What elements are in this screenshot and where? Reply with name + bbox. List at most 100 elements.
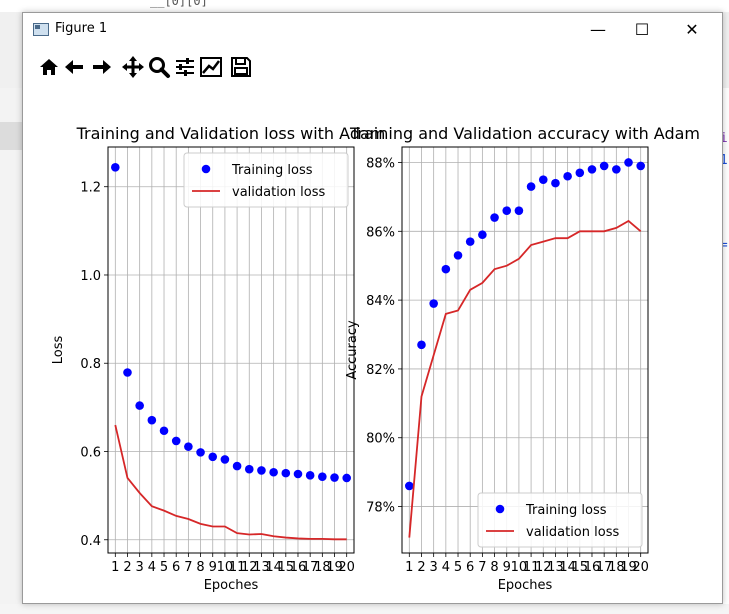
x-tick-label: 17 <box>596 560 613 575</box>
window-title: Figure 1 <box>55 21 108 36</box>
x-tick-label: 16 <box>584 560 601 575</box>
x-tick-label: 11 <box>523 560 540 575</box>
edit-axis-icon <box>200 57 222 77</box>
x-axis-label: Epoches <box>498 578 553 593</box>
training-loss-point <box>171 436 181 446</box>
training-loss-point <box>575 168 585 178</box>
training-loss-point <box>159 426 169 436</box>
training-loss-point <box>405 481 414 491</box>
legend-box <box>477 492 643 548</box>
y-tick-label: 0.4 <box>80 534 101 549</box>
training-loss-point <box>111 163 120 172</box>
x-tick-label: 13 <box>547 560 564 575</box>
y-tick-label: 84% <box>366 294 395 309</box>
legend-label-validation: validation loss <box>526 525 619 540</box>
training-loss-point <box>587 165 597 174</box>
training-loss-point <box>293 469 303 479</box>
x-tick-label: 14 <box>559 560 576 575</box>
training-loss-point <box>563 171 572 181</box>
title-bar[interactable]: Figure 1 — ☐ ✕ <box>23 13 722 47</box>
x-tick-label: 3 <box>430 560 438 575</box>
y-tick-label: 1.0 <box>80 269 101 284</box>
training-loss-point <box>551 178 560 188</box>
x-tick-label: 15 <box>278 560 295 575</box>
x-tick-label: 20 <box>338 560 355 575</box>
x-tick-label: 9 <box>209 560 217 575</box>
training-loss-point <box>184 442 193 451</box>
training-loss-point <box>305 471 315 480</box>
back-button[interactable] <box>63 55 87 79</box>
forward-button[interactable] <box>89 55 113 79</box>
legend-label-training: Training loss <box>525 503 607 518</box>
x-tick-label: 18 <box>608 560 625 575</box>
editor-background-bottom <box>0 604 729 614</box>
figure-svg: 1 2 3 4 5 6 7 8 9 10111213141516171819200.40.60.8… <box>51 124 700 593</box>
save-button[interactable] <box>229 55 253 79</box>
x-tick-label: 9 <box>503 560 511 575</box>
training-loss-point <box>123 368 132 377</box>
chart-title: Training and Validation accuracy with Ad… <box>349 124 700 143</box>
navigation-toolbar <box>23 49 722 83</box>
y-tick-label: 78% <box>366 501 395 516</box>
chart-title: Training and Validation loss with Adam <box>76 124 386 143</box>
axes-frame <box>107 146 355 554</box>
x-tick-label: 19 <box>620 560 637 575</box>
training-loss-point <box>318 472 327 481</box>
configure-subplots-button[interactable] <box>173 55 197 79</box>
maximize-button[interactable]: ☐ <box>634 20 650 39</box>
x-tick-label: 5 <box>454 560 462 575</box>
training-loss-point <box>478 230 487 240</box>
home-button[interactable] <box>37 55 61 79</box>
x-axis-label: Epoches <box>204 578 259 593</box>
pan-icon <box>122 56 144 78</box>
y-axis-label: Loss <box>51 336 66 365</box>
x-tick-label: 1 <box>111 560 119 575</box>
figure-canvas[interactable]: 1 2 3 4 5 6 7 8 9 10 11 12 13 14 15 16 17 18 19 20 0.4 0.6 0.8… <box>23 85 722 603</box>
x-tick-label: 12 <box>535 560 552 575</box>
edit-axis-button[interactable] <box>199 55 223 79</box>
x-tick-label: 6 <box>172 560 180 575</box>
x-tick-label: 13 <box>253 560 270 575</box>
x-tick-label: 3 <box>136 560 144 575</box>
training-loss-point <box>257 466 266 475</box>
configure-subplots-icon <box>176 58 194 76</box>
training-loss-point <box>208 452 218 462</box>
x-tick-label: 19 <box>326 560 343 575</box>
app-icon <box>33 23 49 36</box>
editor-background-right <box>718 88 729 614</box>
training-loss-point <box>624 158 633 167</box>
x-tick-label: 14 <box>265 560 282 575</box>
x-tick-label: 10 <box>217 560 234 575</box>
x-tick-label: 10 <box>511 560 528 575</box>
training-loss-point <box>514 206 524 215</box>
editor-code-fragment: __[0][0] <box>150 0 208 8</box>
x-tick-label: 16 <box>290 560 307 575</box>
training-loss-point <box>538 175 548 184</box>
save-icon <box>231 57 251 77</box>
x-tick-label: 5 <box>160 560 168 575</box>
x-tick-label: 11 <box>229 560 246 575</box>
training-loss-point <box>502 206 512 215</box>
training-loss-point <box>636 161 645 171</box>
training-loss-point <box>465 237 475 246</box>
training-loss-point <box>232 461 242 471</box>
x-tick-label: 4 <box>148 560 156 575</box>
minimize-button[interactable]: — <box>590 20 606 39</box>
legend-label-training: Training loss <box>231 163 313 178</box>
x-tick-label: 2 <box>123 560 131 575</box>
training-loss-point <box>429 299 438 308</box>
training-loss-point <box>220 455 230 464</box>
training-loss-point <box>612 165 621 174</box>
x-tick-label: 4 <box>442 560 450 575</box>
close-button[interactable]: ✕ <box>685 20 699 39</box>
pan-button[interactable] <box>121 55 145 79</box>
y-tick-label: 88% <box>366 156 395 171</box>
x-tick-label: 18 <box>314 560 331 575</box>
x-tick-label: 12 <box>241 560 258 575</box>
x-tick-label: 7 <box>184 560 192 575</box>
x-tick-label: 7 <box>478 560 486 575</box>
x-tick-label: 15 <box>572 560 589 575</box>
zoom-button[interactable] <box>147 55 171 79</box>
training-loss-point <box>330 473 339 482</box>
training-loss-point <box>244 464 254 474</box>
